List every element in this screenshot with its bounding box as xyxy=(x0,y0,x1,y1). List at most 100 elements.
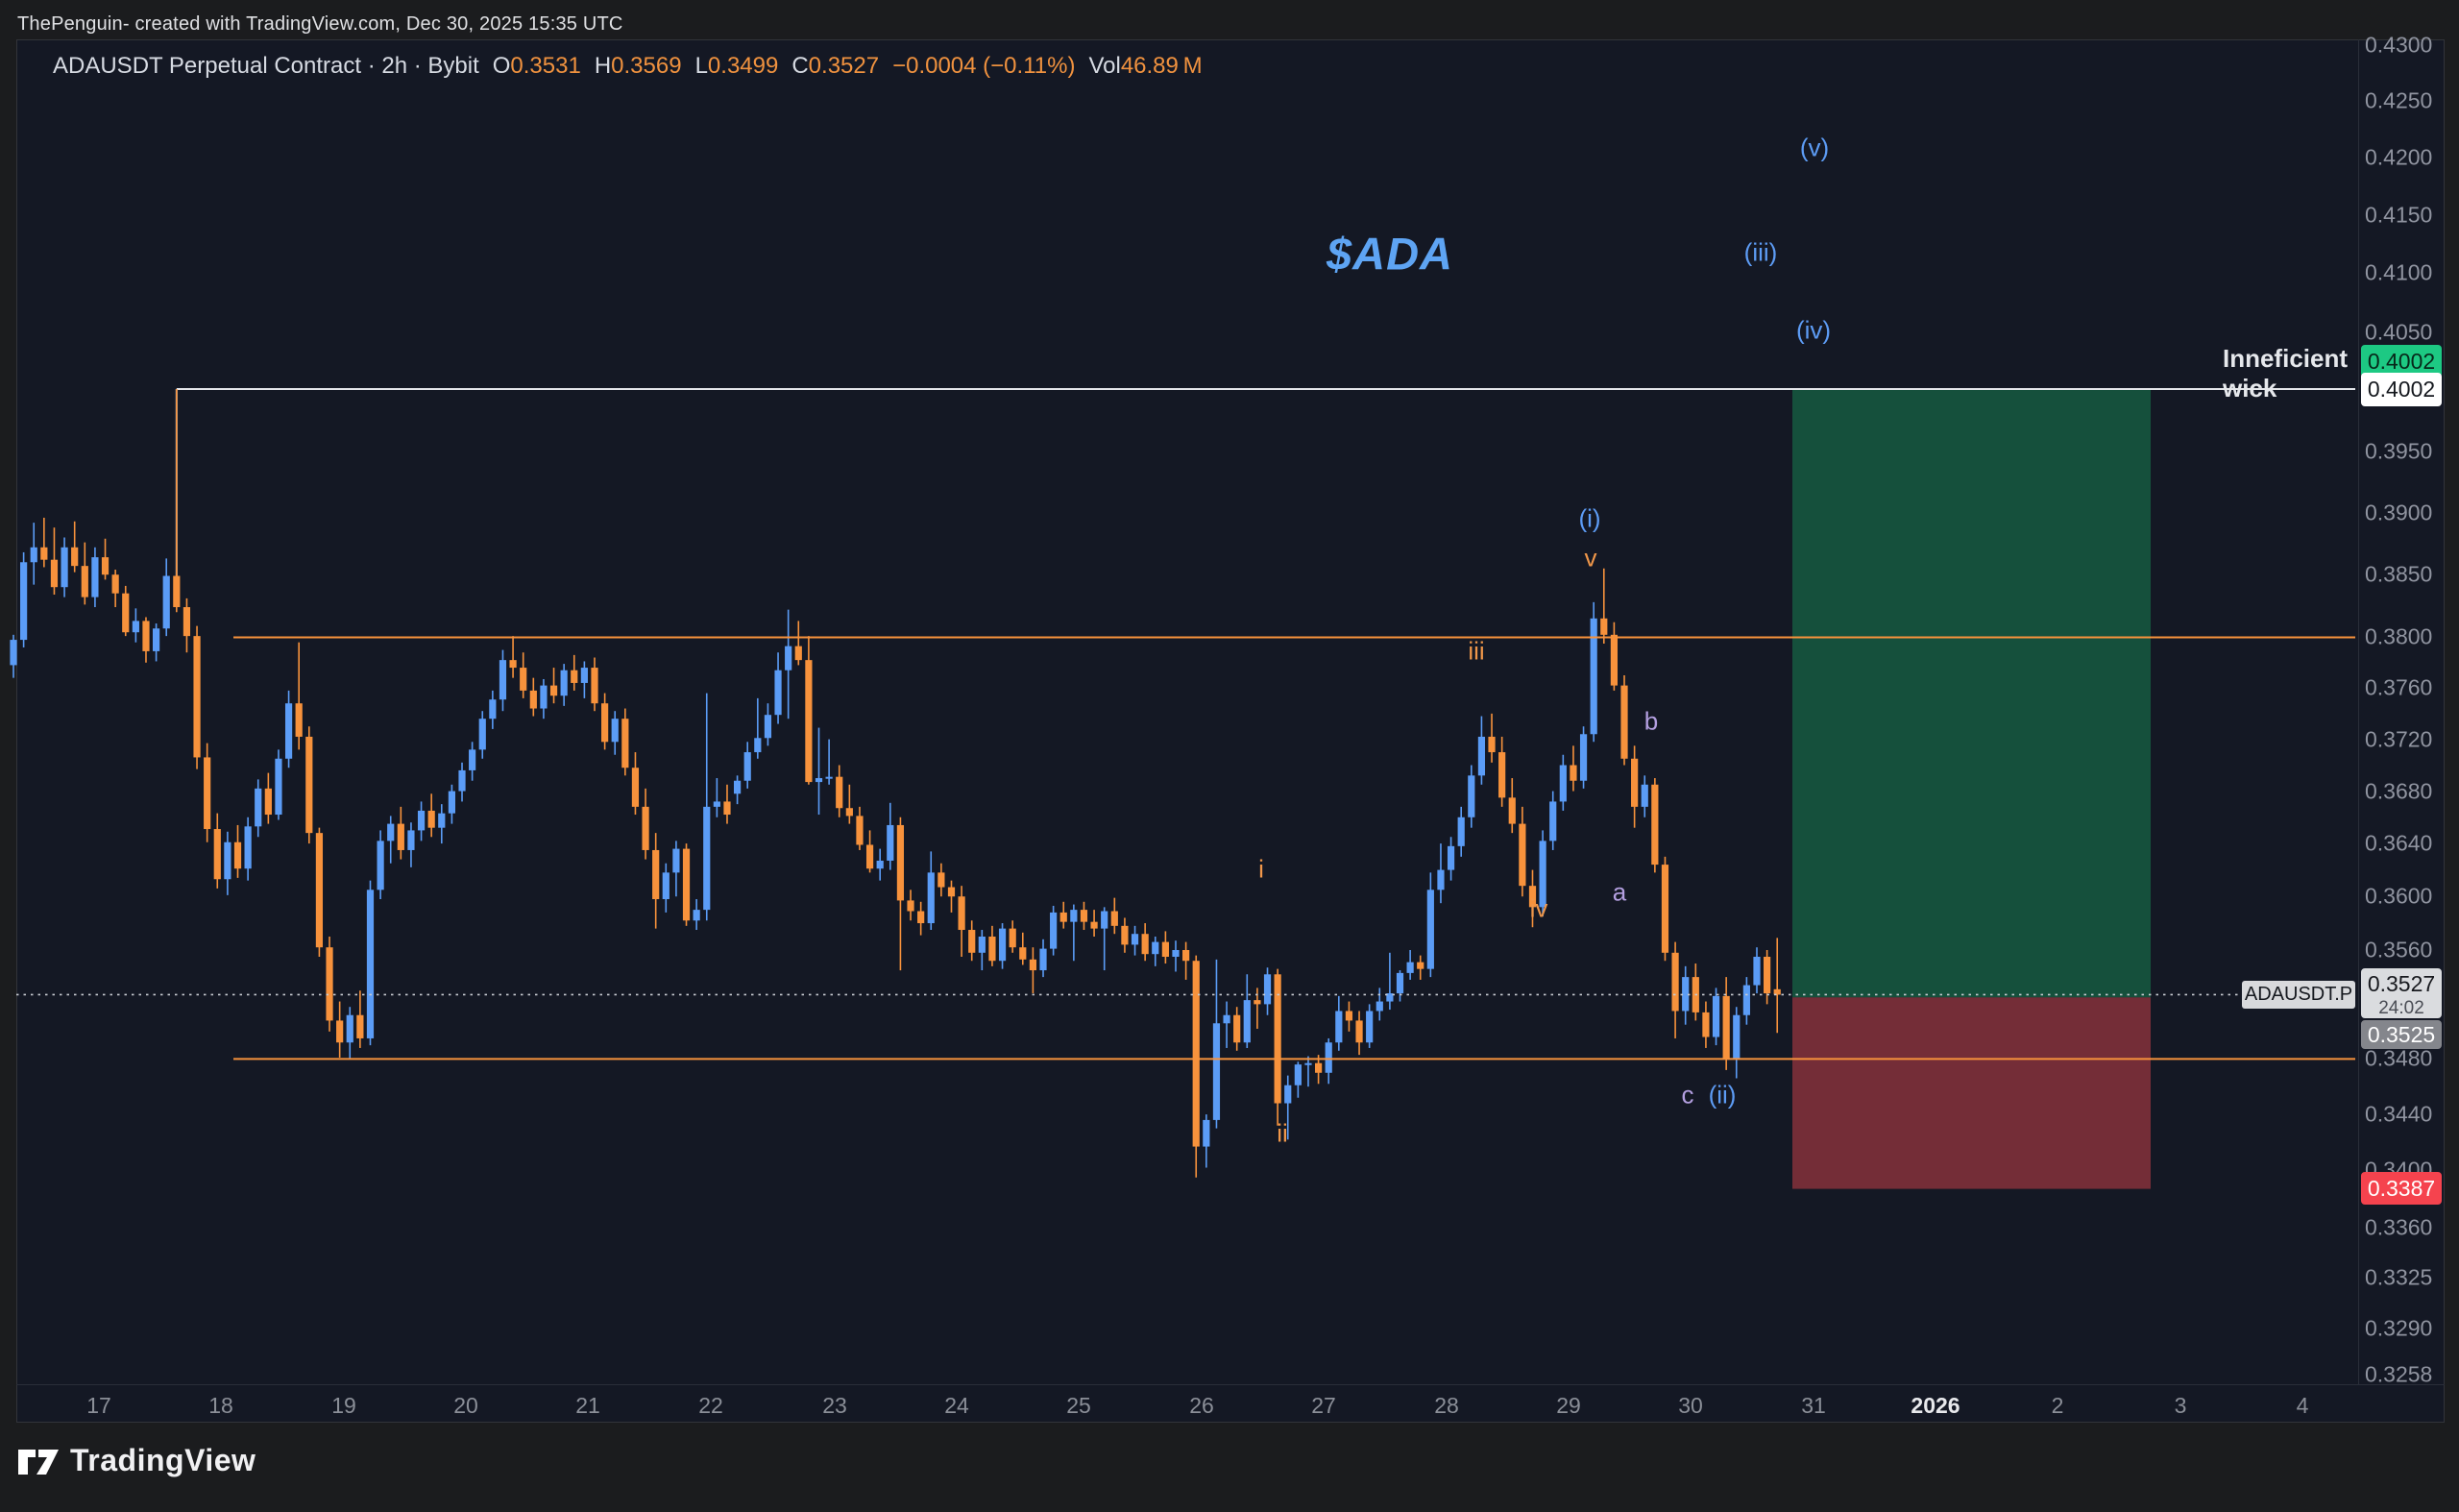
candle-body xyxy=(1254,1000,1261,1005)
candle-body xyxy=(132,621,139,633)
candle-body xyxy=(794,646,802,661)
time-tick-19: 19 xyxy=(331,1393,356,1418)
time-tick-2: 2 xyxy=(2051,1393,2064,1418)
candle-body xyxy=(1039,948,1047,971)
candle-body xyxy=(754,738,762,753)
time-tick-23: 23 xyxy=(822,1393,847,1418)
candle-body xyxy=(1549,801,1557,841)
candle-body xyxy=(917,911,925,924)
candle-body xyxy=(1396,972,1404,994)
symbol-title[interactable]: ADAUSDT Perpetual Contract · 2h · Bybit xyxy=(53,53,479,79)
candle-body xyxy=(631,768,640,807)
candle-body xyxy=(580,668,588,683)
candle-body xyxy=(1437,869,1445,890)
time-tick-4: 4 xyxy=(2296,1393,2309,1418)
candle-body xyxy=(1498,752,1506,798)
wave-label-b: b xyxy=(1643,706,1659,736)
candle-body xyxy=(346,1014,353,1043)
price-tick-0.3760: 0.3760 xyxy=(2365,674,2433,700)
candle-body xyxy=(356,1014,364,1038)
candle-body xyxy=(40,547,48,560)
price-tick-0.3290: 0.3290 xyxy=(2365,1315,2433,1341)
time-tick-17: 17 xyxy=(86,1393,111,1418)
last-price-value: 0.3527 xyxy=(2367,971,2436,996)
candle-body xyxy=(20,562,28,641)
candle-body xyxy=(611,719,619,743)
candle-body xyxy=(162,575,170,629)
candle-body xyxy=(509,660,517,669)
candle-body xyxy=(1579,734,1588,781)
price-axis-separator xyxy=(2358,39,2359,1384)
wave-label-pivp: (iv) xyxy=(1795,315,1832,345)
candle-body xyxy=(1712,995,1720,1037)
candle-body xyxy=(1426,890,1434,969)
candle-body xyxy=(1559,765,1567,802)
candle-body xyxy=(693,910,700,921)
stop-price-badge: 0.3387 xyxy=(2361,1172,2442,1205)
candle-body xyxy=(1355,1020,1363,1043)
time-tick-20: 20 xyxy=(453,1393,478,1418)
candle-body xyxy=(743,752,751,781)
candle-body xyxy=(887,824,894,861)
candle-body xyxy=(1539,841,1546,908)
volume-label: Vol xyxy=(1088,53,1121,79)
candle-body xyxy=(723,801,731,816)
ohlc-high-label: H xyxy=(594,53,612,79)
long-position-loss-zone[interactable] xyxy=(1792,997,2151,1189)
candle-body xyxy=(469,749,476,770)
candle-body xyxy=(50,559,59,588)
ohlc-open-label: O xyxy=(492,53,511,79)
time-tick-24: 24 xyxy=(944,1393,969,1418)
ohlc-change-value: −0.0004 (−0.11%) xyxy=(892,53,1076,79)
candle-body xyxy=(122,593,130,633)
inefficient-wick-label: Inneficient wick xyxy=(2222,344,2348,402)
bar-countdown: 24:02 xyxy=(2378,998,2424,1018)
candle-body xyxy=(1570,765,1577,781)
candle-body xyxy=(1304,1062,1312,1065)
candle-body xyxy=(1345,1011,1353,1021)
candle-body xyxy=(1121,925,1129,945)
tradingview-logo[interactable]: TradingView xyxy=(16,1438,256,1482)
time-tick-18: 18 xyxy=(208,1393,233,1418)
candle-body xyxy=(1009,928,1016,948)
candle-body xyxy=(10,640,17,666)
time-axis-separator xyxy=(16,1384,2445,1385)
candle-body xyxy=(1682,977,1690,1012)
candle-body xyxy=(1019,947,1027,960)
candle-body xyxy=(652,849,660,900)
candle-body xyxy=(591,668,598,704)
attribution-bar: ThePenguin- created with TradingView.com… xyxy=(17,13,623,35)
wave-label-pvp: (v) xyxy=(1799,133,1830,162)
price-tick-0.4300: 0.4300 xyxy=(2365,32,2433,58)
long-position-profit-zone[interactable] xyxy=(1792,389,2151,998)
candle-body xyxy=(621,719,629,768)
candle-body xyxy=(1600,618,1608,635)
price-tick-0.4200: 0.4200 xyxy=(2365,144,2433,170)
candle-body xyxy=(529,690,537,709)
candle-body xyxy=(499,660,507,700)
candle-body xyxy=(1294,1064,1302,1085)
price-tick-0.3640: 0.3640 xyxy=(2365,830,2433,856)
candle-body xyxy=(1152,941,1159,955)
candle-body xyxy=(326,947,333,1021)
candle-body xyxy=(1325,1042,1332,1073)
candle-body xyxy=(1702,1012,1710,1037)
candle-body xyxy=(204,757,211,830)
candle-body xyxy=(1263,974,1272,1005)
target-price-badge: 0.4002 xyxy=(2361,345,2442,378)
chart-legend[interactable]: ADAUSDT Perpetual Contract · 2h · Bybit O… xyxy=(53,53,1203,80)
candle-body xyxy=(1366,1011,1374,1043)
candle-body xyxy=(264,788,272,816)
price-tick-0.3440: 0.3440 xyxy=(2365,1101,2433,1127)
candle-body xyxy=(1080,910,1088,922)
candle-body xyxy=(1090,921,1098,929)
wave-label-iv: iv xyxy=(1529,893,1548,923)
candle-body xyxy=(407,830,415,850)
time-tick-29: 29 xyxy=(1556,1393,1581,1418)
candle-body xyxy=(438,813,446,828)
ticker-watermark: $ADA xyxy=(1327,228,1453,280)
candle-body xyxy=(489,699,497,719)
candle-body xyxy=(733,780,742,794)
candle-body xyxy=(61,547,68,588)
